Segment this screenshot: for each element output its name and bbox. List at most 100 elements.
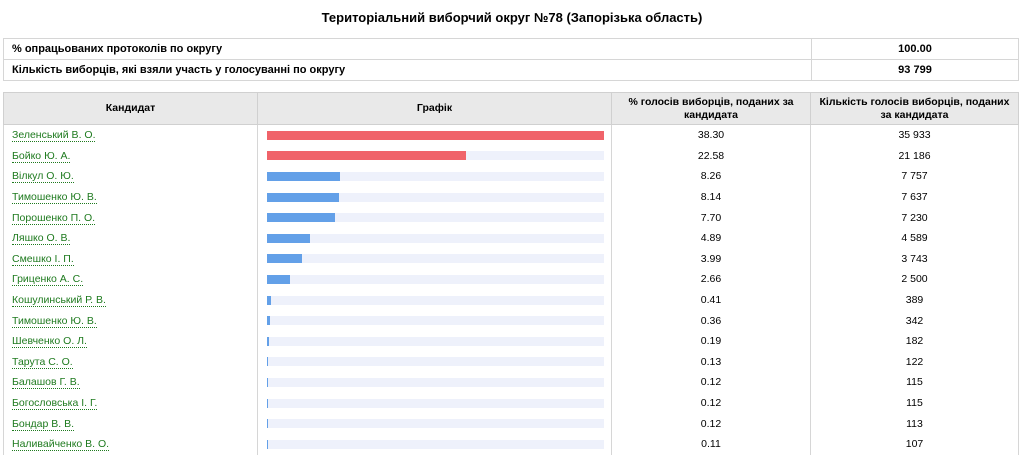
candidate-name-link[interactable]: Тимошенко Ю. В. — [12, 314, 97, 328]
candidate-row: Кошулинський Р. В. 0.41 389 — [3, 289, 1019, 311]
chart-cell — [257, 186, 612, 208]
candidate-row: Ляшко О. В. 4.89 4 589 — [3, 227, 1019, 249]
candidate-row: Зеленський В. О. 38.30 35 933 — [3, 124, 1019, 146]
candidate-row: Смешко І. П. 3.99 3 743 — [3, 248, 1019, 270]
chart-cell — [257, 227, 612, 249]
candidate-cell: Смешко І. П. — [3, 248, 258, 270]
candidate-cell: Тарута С. О. — [3, 351, 258, 373]
candidate-cell: Шевченко О. Л. — [3, 330, 258, 352]
candidate-cell: Зеленський В. О. — [3, 124, 258, 146]
chart-cell — [257, 166, 612, 187]
percent-cell: 4.89 — [611, 227, 811, 249]
vote-bar — [267, 336, 269, 346]
votes-cell: 122 — [810, 351, 1019, 373]
candidate-name-link[interactable]: Гриценко А. С. — [12, 273, 84, 287]
percent-cell: 0.41 — [611, 289, 811, 311]
candidate-name-link[interactable]: Наливайченко В. О. — [12, 438, 110, 452]
candidate-row: Бойко Ю. А. 22.58 21 186 — [3, 145, 1019, 167]
vote-bar-track — [267, 254, 604, 264]
percent-cell: 0.19 — [611, 330, 811, 352]
vote-bar — [267, 439, 268, 449]
candidate-name-link[interactable]: Тарута С. О. — [12, 355, 73, 369]
candidate-name-link[interactable]: Шевченко О. Л. — [12, 335, 87, 349]
votes-cell: 4 589 — [810, 227, 1019, 249]
percent-cell: 0.36 — [611, 310, 811, 331]
header-chart: Графік — [257, 92, 612, 125]
votes-cell: 113 — [810, 413, 1019, 434]
candidate-name-link[interactable]: Ляшко О. В. — [12, 232, 71, 246]
candidate-name-link[interactable]: Порошенко П. О. — [12, 211, 96, 225]
candidate-cell: Бойко Ю. А. — [3, 145, 258, 167]
candidate-row: Тимошенко Ю. В. 8.14 7 637 — [3, 186, 1019, 208]
vote-bar — [267, 316, 271, 326]
vote-bar-track — [267, 316, 604, 326]
candidate-row: Балашов Г. В. 0.12 115 — [3, 372, 1019, 393]
votes-cell: 107 — [810, 433, 1019, 455]
vote-bar-track — [267, 192, 604, 202]
vote-bar-track — [267, 336, 604, 346]
candidate-cell: Порошенко П. О. — [3, 207, 258, 228]
percent-cell: 0.12 — [611, 413, 811, 434]
chart-cell — [257, 433, 612, 455]
vote-bar — [267, 192, 339, 202]
candidate-cell: Тимошенко Ю. В. — [3, 310, 258, 331]
candidate-name-link[interactable]: Зеленський В. О. — [12, 129, 96, 143]
candidate-name-link[interactable]: Бойко Ю. А. — [12, 149, 71, 163]
vote-bar — [267, 233, 311, 243]
candidate-row: Тимошенко Ю. В. 0.36 342 — [3, 310, 1019, 331]
candidate-name-link[interactable]: Вілкул О. Ю. — [12, 170, 74, 184]
percent-cell: 0.12 — [611, 372, 811, 393]
votes-cell: 7 230 — [810, 207, 1019, 228]
percent-cell: 0.11 — [611, 433, 811, 455]
header-votes: Кількість голосів виборців, поданих за к… — [810, 92, 1019, 125]
candidate-cell: Богословська І. Г. — [3, 392, 258, 414]
chart-cell — [257, 392, 612, 414]
vote-bar — [267, 419, 268, 429]
vote-bar-track — [267, 130, 604, 140]
candidate-name-link[interactable]: Смешко І. П. — [12, 252, 74, 266]
candidate-row: Вілкул О. Ю. 8.26 7 757 — [3, 166, 1019, 187]
results-table: Кандидат Графік % голосів виборців, пода… — [3, 92, 1019, 455]
vote-bar-track — [267, 439, 604, 449]
percent-cell: 0.12 — [611, 392, 811, 414]
candidate-name-link[interactable]: Богословська І. Г. — [12, 397, 98, 411]
vote-bar-track — [267, 274, 604, 284]
vote-bar — [267, 151, 466, 161]
candidate-cell: Бондар В. В. — [3, 413, 258, 434]
percent-cell: 8.26 — [611, 166, 811, 187]
candidate-name-link[interactable]: Балашов Г. В. — [12, 376, 80, 390]
votes-cell: 2 500 — [810, 269, 1019, 290]
chart-cell — [257, 413, 612, 434]
header-candidate: Кандидат — [3, 92, 258, 125]
candidate-name-link[interactable]: Бондар В. В. — [12, 417, 75, 431]
votes-cell: 7 757 — [810, 166, 1019, 187]
vote-bar — [267, 357, 269, 367]
percent-cell: 8.14 — [611, 186, 811, 208]
candidate-name-link[interactable]: Кошулинський Р. В. — [12, 294, 106, 308]
chart-cell — [257, 124, 612, 146]
percent-cell: 7.70 — [611, 207, 811, 228]
percent-cell: 2.66 — [611, 269, 811, 290]
votes-cell: 3 743 — [810, 248, 1019, 270]
chart-cell — [257, 310, 612, 331]
candidate-cell: Наливайченко В. О. — [3, 433, 258, 455]
vote-bar — [267, 295, 272, 305]
summary-value: 100.00 — [811, 38, 1019, 60]
chart-cell — [257, 145, 612, 167]
candidate-row: Порошенко П. О. 7.70 7 230 — [3, 207, 1019, 228]
chart-cell — [257, 289, 612, 311]
chart-cell — [257, 248, 612, 270]
results-body: Зеленський В. О. 38.30 35 933 Бойко Ю. А. 22… — [3, 124, 1019, 455]
candidate-cell: Вілкул О. Ю. — [3, 166, 258, 187]
vote-bar-track — [267, 295, 604, 305]
vote-bar-track — [267, 419, 604, 429]
votes-cell: 35 933 — [810, 124, 1019, 146]
chart-cell — [257, 330, 612, 352]
candidate-cell: Ляшко О. В. — [3, 227, 258, 249]
vote-bar-track — [267, 398, 604, 408]
candidate-name-link[interactable]: Тимошенко Ю. В. — [12, 191, 97, 205]
results-header-row: Кандидат Графік % голосів виборців, пода… — [3, 92, 1019, 125]
candidate-cell: Тимошенко Ю. В. — [3, 186, 258, 208]
vote-bar-track — [267, 213, 604, 223]
summary-value: 93 799 — [811, 59, 1019, 81]
